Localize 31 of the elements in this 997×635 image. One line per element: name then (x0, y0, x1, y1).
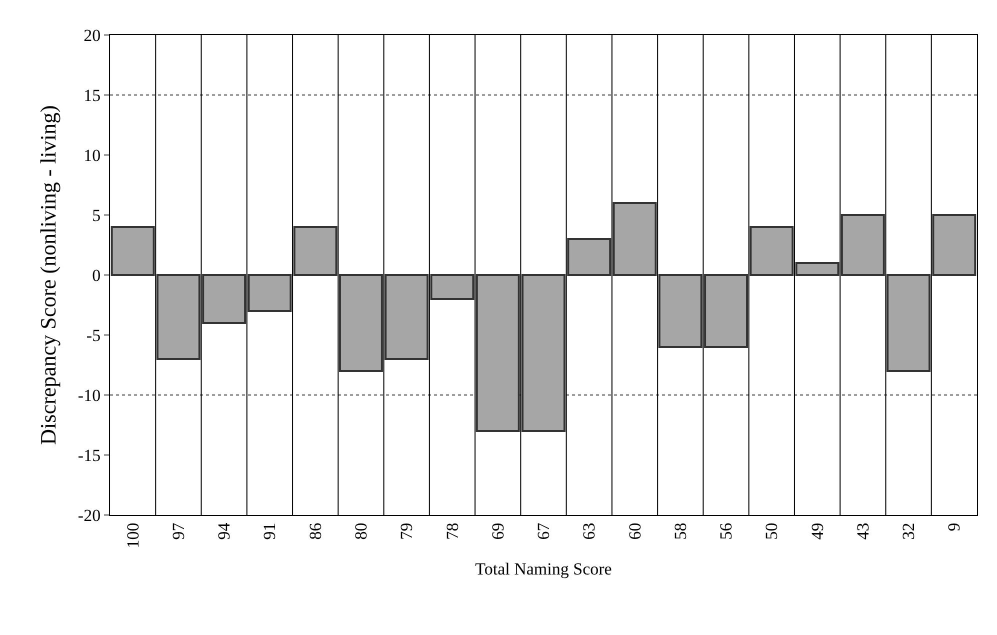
x-tick-label: 79 (397, 522, 416, 540)
x-axis-title: Total Naming Score (475, 560, 612, 579)
x-tick-label: 43 (853, 522, 872, 540)
x-tick-label: 97 (168, 522, 188, 540)
x-tick-label: 32 (899, 522, 918, 540)
x-tick-label: 60 (625, 522, 644, 540)
y-tick-label: -5 (86, 326, 101, 345)
x-tick-label: 80 (351, 522, 370, 540)
x-tick-label: 63 (580, 522, 599, 540)
x-tick-label: 58 (670, 522, 690, 540)
x-tick-label: 49 (808, 522, 827, 540)
y-tick-label: 10 (84, 146, 101, 165)
x-tick-label: 56 (716, 522, 736, 540)
x-tick-label: 100 (123, 522, 142, 548)
y-tick-label: -15 (78, 446, 101, 465)
x-tick-label: 94 (214, 522, 234, 540)
y-tick-label: 15 (84, 86, 101, 105)
y-tick-label: -20 (78, 506, 101, 525)
y-tick-label: 0 (92, 266, 101, 285)
bar (430, 274, 474, 300)
x-tick-label: 91 (260, 522, 280, 540)
x-tick-label: 78 (442, 522, 462, 540)
y-tick-label: 20 (84, 26, 101, 45)
x-tick-label: 50 (762, 522, 782, 540)
y-axis-title: Discrepancy Score (nonliving - living) (36, 105, 61, 445)
y-tick-label: 5 (92, 206, 101, 225)
y-tick-label: -10 (78, 386, 101, 405)
x-tick-label: 67 (534, 522, 554, 540)
x-tick-label: 9 (944, 522, 964, 532)
x-tick-label: 86 (306, 522, 325, 540)
x-tick-label: 69 (488, 522, 508, 540)
